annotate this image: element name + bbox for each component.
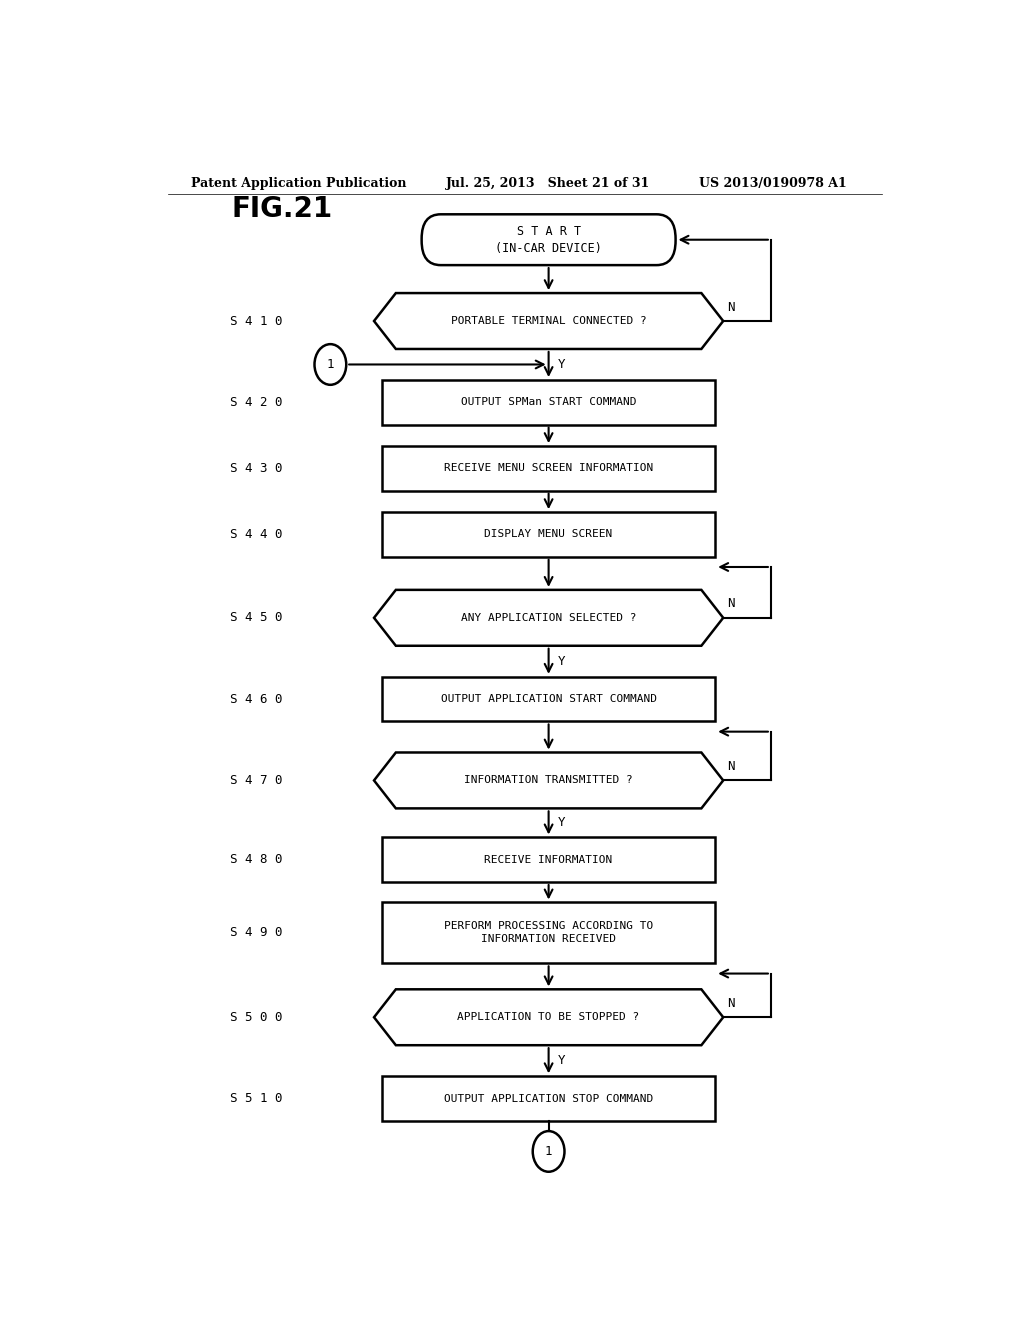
Text: S 4 7 0: S 4 7 0 (230, 774, 283, 787)
Text: APPLICATION TO BE STOPPED ?: APPLICATION TO BE STOPPED ? (458, 1012, 640, 1022)
Text: DISPLAY MENU SCREEN: DISPLAY MENU SCREEN (484, 529, 612, 540)
Text: S 4 4 0: S 4 4 0 (230, 528, 283, 541)
Polygon shape (374, 293, 723, 348)
Bar (382, 512, 715, 557)
Bar (382, 1076, 715, 1121)
Text: INFORMATION TRANSMITTED ?: INFORMATION TRANSMITTED ? (464, 775, 633, 785)
Bar (382, 677, 715, 722)
Text: S 4 3 0: S 4 3 0 (230, 462, 283, 475)
Text: Y: Y (558, 1055, 565, 1067)
Text: N: N (727, 598, 734, 610)
Text: FIG.21: FIG.21 (231, 195, 333, 223)
Text: ANY APPLICATION SELECTED ?: ANY APPLICATION SELECTED ? (461, 612, 636, 623)
Circle shape (314, 345, 346, 385)
Text: 1: 1 (327, 358, 334, 371)
Text: S T A R T
(IN-CAR DEVICE): S T A R T (IN-CAR DEVICE) (496, 224, 602, 255)
Text: Y: Y (558, 655, 565, 668)
Text: N: N (727, 997, 734, 1010)
Text: S 4 1 0: S 4 1 0 (230, 314, 283, 327)
Text: S 4 5 0: S 4 5 0 (230, 611, 283, 624)
Text: S 5 0 0: S 5 0 0 (230, 1011, 283, 1024)
Text: S 4 9 0: S 4 9 0 (230, 927, 283, 940)
Polygon shape (374, 590, 723, 645)
Text: RECEIVE INFORMATION: RECEIVE INFORMATION (484, 855, 612, 865)
Text: S 4 8 0: S 4 8 0 (230, 853, 283, 866)
Text: RECEIVE MENU SCREEN INFORMATION: RECEIVE MENU SCREEN INFORMATION (444, 463, 653, 474)
Text: S 4 6 0: S 4 6 0 (230, 693, 283, 706)
Polygon shape (374, 989, 723, 1045)
Text: OUTPUT APPLICATION STOP COMMAND: OUTPUT APPLICATION STOP COMMAND (444, 1093, 653, 1104)
Text: N: N (727, 301, 734, 314)
Text: OUTPUT APPLICATION START COMMAND: OUTPUT APPLICATION START COMMAND (440, 694, 656, 704)
Polygon shape (374, 752, 723, 808)
Text: US 2013/0190978 A1: US 2013/0190978 A1 (699, 177, 847, 190)
Bar (382, 837, 715, 882)
Text: PORTABLE TERMINAL CONNECTED ?: PORTABLE TERMINAL CONNECTED ? (451, 315, 646, 326)
Text: Y: Y (558, 358, 565, 371)
Text: PERFORM PROCESSING ACCORDING TO
INFORMATION RECEIVED: PERFORM PROCESSING ACCORDING TO INFORMAT… (444, 921, 653, 945)
Text: S 5 1 0: S 5 1 0 (230, 1092, 283, 1105)
Bar (382, 380, 715, 425)
Circle shape (532, 1131, 564, 1172)
FancyBboxPatch shape (422, 214, 676, 265)
Text: 1: 1 (545, 1144, 552, 1158)
Bar (382, 446, 715, 491)
Text: OUTPUT SPMan START COMMAND: OUTPUT SPMan START COMMAND (461, 397, 636, 408)
Text: S 4 2 0: S 4 2 0 (230, 396, 283, 409)
Text: N: N (727, 760, 734, 774)
Text: Patent Application Publication: Patent Application Publication (191, 177, 407, 190)
Bar (382, 903, 715, 964)
Text: Jul. 25, 2013   Sheet 21 of 31: Jul. 25, 2013 Sheet 21 of 31 (445, 177, 649, 190)
Text: Y: Y (558, 816, 565, 829)
